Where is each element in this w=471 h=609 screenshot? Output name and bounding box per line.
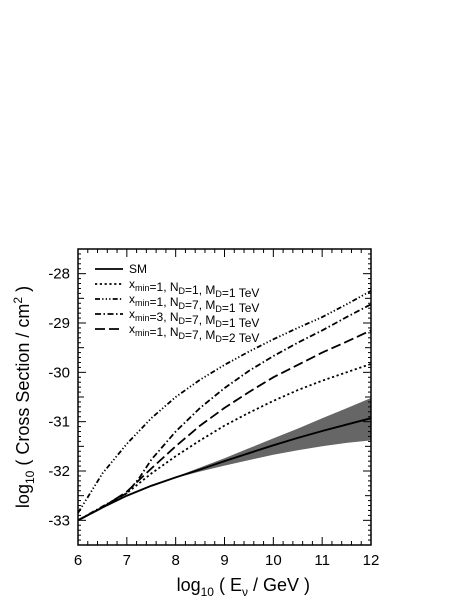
y-tick-label: -32: [48, 463, 70, 480]
series-line-3: [77, 290, 372, 514]
y-axis-title: log10 ( Cross Section / cm2 ): [11, 286, 37, 508]
legend-subscript: D: [215, 304, 222, 314]
x-title-unit: / GeV ): [248, 575, 310, 595]
legend-text-part: =7, M: [185, 313, 215, 327]
y-title-body: ( Cross Section / cm: [13, 304, 33, 471]
legend-subscript: D: [215, 319, 222, 329]
x-title-log: log: [177, 575, 201, 595]
y-tick-label: -31: [48, 414, 70, 431]
x-tick-label: 6: [74, 552, 82, 569]
x-title-body: ( E: [214, 575, 242, 595]
series-layer: [77, 290, 372, 522]
legend-text-part: =7, M: [185, 328, 215, 342]
legend-text-part: =1, N: [150, 325, 179, 339]
series-line-5: [77, 329, 372, 522]
y-title-sup: 2: [11, 297, 25, 304]
x-title-nu: ν: [242, 585, 248, 599]
legend-entry: SM: [129, 262, 147, 276]
x-title-sub: 10: [201, 585, 215, 599]
legend-text-part: =1, N: [150, 295, 179, 309]
series-line-2: [77, 363, 372, 522]
tick-labels-layer: 6 7 8 9 10 11 12 -33 -32 -31 -30 -29 -28: [48, 266, 379, 569]
legend-entry: xmin=1, ND=1, MD=1 TeV: [129, 277, 259, 300]
legend-text-part: =1, M: [185, 283, 215, 297]
legend-subscript: D: [215, 289, 222, 299]
legend-text-part: =1, N: [150, 280, 179, 294]
legend-text-part: x: [129, 277, 135, 291]
legend-text-part: x: [129, 307, 135, 321]
legend-text-part: =1 TeV: [222, 301, 259, 315]
y-title-log: log: [13, 484, 33, 508]
legend-subscript: D: [179, 331, 186, 341]
y-tick-label: -29: [48, 315, 70, 332]
legend-subscript: min: [135, 313, 150, 323]
y-title-end: ): [13, 286, 33, 297]
legend-subscript: min: [135, 328, 150, 338]
legend-subscript: min: [135, 298, 150, 308]
legend-text-part: SM: [129, 262, 147, 276]
legend-subscript: D: [179, 301, 186, 311]
legend-text-part: =1 TeV: [222, 286, 259, 300]
legend-text-part: x: [129, 292, 135, 306]
sm-uncertainty-band: [78, 398, 371, 521]
x-axis-title: log10 ( Eν / GeV ): [177, 575, 310, 599]
legend-entry: xmin=1, ND=7, MD=1 TeV: [129, 292, 259, 315]
x-tick-label: 8: [171, 552, 179, 569]
ticks-layer: [77, 248, 372, 546]
y-tick-label: -33: [48, 512, 70, 529]
y-tick-label: -28: [48, 266, 70, 283]
legend-text-part: =1 TeV: [222, 316, 259, 330]
legend-subscript: D: [179, 316, 186, 326]
legend-text-part: x: [129, 322, 135, 336]
legend-subscript: D: [215, 334, 222, 344]
legend-entry: xmin=1, ND=7, MD=2 TeV: [129, 322, 259, 345]
axis-titles: log10 ( Eν / GeV )log10 ( Cross Section …: [11, 286, 310, 599]
series-line-1: [77, 417, 372, 522]
legend-entry: xmin=3, ND=7, MD=1 TeV: [129, 307, 259, 330]
x-tick-label: 7: [123, 552, 131, 569]
x-tick-label: 9: [220, 552, 228, 569]
legend-text-part: =3, N: [150, 310, 179, 324]
y-title-sub: 10: [23, 470, 37, 484]
legend-subscript: min: [135, 283, 150, 293]
x-tick-label: 11: [314, 552, 330, 569]
legend-text-part: =2 TeV: [222, 331, 259, 345]
legend-text-part: =7, M: [185, 298, 215, 312]
legend-subscript: D: [179, 286, 186, 296]
y-tick-label: -30: [48, 364, 70, 381]
x-tick-label: 12: [363, 552, 380, 569]
x-tick-label: 10: [265, 552, 282, 569]
sm-uncertainty-band-layer: [78, 398, 371, 521]
